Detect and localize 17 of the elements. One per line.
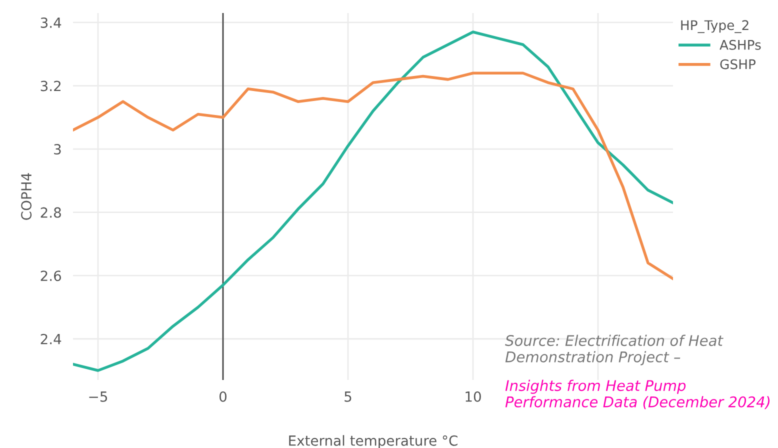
y-tick-label: 2.6	[40, 270, 62, 282]
annotation: Insights from Heat Pump Performance Data (December 2024)	[505, 380, 770, 410]
y-tick-label: 2.8	[40, 207, 61, 218]
x-tick-label: −5	[89, 392, 108, 402]
line-series	[73, 72, 673, 280]
y-tick-label: 3.2	[40, 80, 60, 92]
y-tick-label: 3	[54, 144, 61, 155]
annotation: Source: Electrification of Heat Demonstration Project –	[505, 334, 724, 366]
y-tick-label: 2.4	[40, 334, 62, 344]
y-tick-label: 3.4	[40, 17, 62, 28]
legend-title: HP_Type_2	[681, 20, 748, 34]
legend-label: ASHPs	[720, 40, 761, 50]
x-tick-label: 0	[219, 391, 226, 402]
x-tick-label: 5	[344, 392, 352, 402]
legend-label: GSHP	[720, 59, 756, 70]
x-tick-label: 10	[466, 391, 481, 402]
y-axis-title: COPH4	[21, 173, 32, 220]
